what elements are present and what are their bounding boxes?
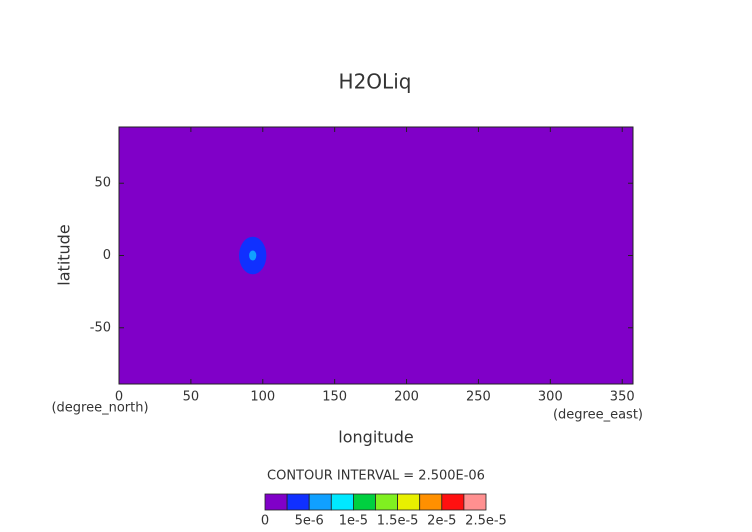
colorbar-box xyxy=(419,493,443,511)
colorbar-box xyxy=(264,493,288,511)
colorbar-box xyxy=(397,493,421,511)
colorbar-label: 1e-5 xyxy=(339,514,368,529)
contour-region xyxy=(249,250,257,261)
y-axis-label: latitude xyxy=(55,224,74,285)
y-tick-label: 0 xyxy=(103,248,111,263)
colorbar-box xyxy=(308,493,332,511)
plot-background xyxy=(119,127,633,384)
x-tick-label: 250 xyxy=(466,390,491,405)
x-tick-label: 350 xyxy=(610,390,635,405)
y-tick-label: -50 xyxy=(90,320,111,335)
colorbar-box xyxy=(352,493,376,511)
chart-title: H2OLiq xyxy=(339,70,412,94)
colorbar-label: 0 xyxy=(261,514,269,529)
x-unit: (degree_east) xyxy=(553,408,643,423)
x-tick-label: 100 xyxy=(250,390,275,405)
x-tick-label: 0 xyxy=(115,390,123,405)
colorbar-box xyxy=(441,493,465,511)
x-tick-label: 300 xyxy=(538,390,563,405)
x-tick-label: 150 xyxy=(322,390,347,405)
x-tick-label: 50 xyxy=(183,390,200,405)
colorbar-box xyxy=(463,493,487,511)
colorbar-label: 2.5e-5 xyxy=(465,514,507,529)
colorbar-box xyxy=(375,493,399,511)
colorbar-box xyxy=(286,493,310,511)
colorbar-label: 5e-6 xyxy=(295,514,324,529)
contour-interval: CONTOUR INTERVAL = 2.500E-06 xyxy=(267,469,485,484)
colorbar-label: 1.5e-5 xyxy=(377,514,419,529)
y-unit: (degree_north) xyxy=(51,401,148,416)
y-tick-label: 50 xyxy=(94,176,111,191)
colorbar-box xyxy=(330,493,354,511)
x-tick-label: 200 xyxy=(394,390,419,405)
x-axis-label: longitude xyxy=(338,428,413,447)
colorbar-label: 2e-5 xyxy=(427,514,456,529)
